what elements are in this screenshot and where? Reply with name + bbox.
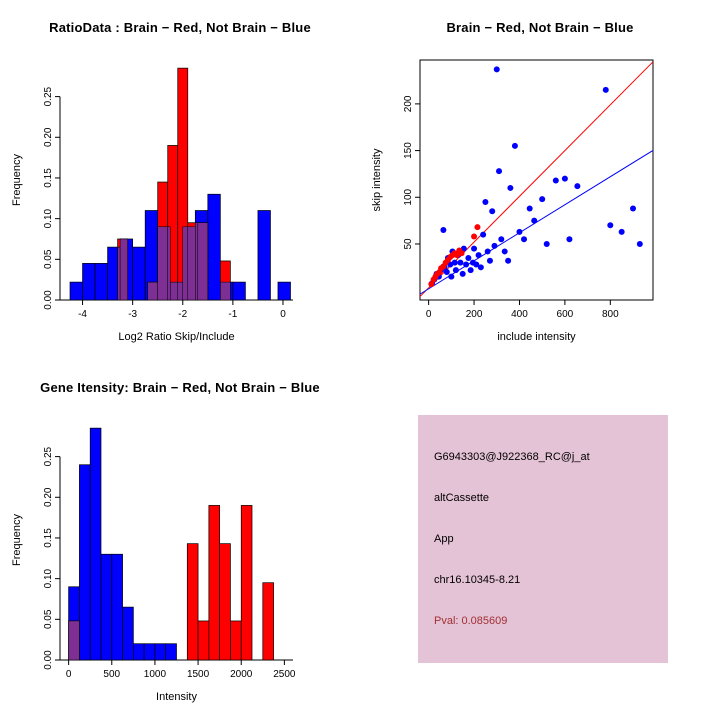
svg-text:500: 500 [103, 669, 120, 680]
svg-text:Log2 Ratio Skip/Include: Log2 Ratio Skip/Include [118, 331, 234, 343]
svg-text:0.00: 0.00 [43, 650, 54, 670]
svg-text:-2: -2 [178, 309, 187, 320]
svg-text:0.05: 0.05 [43, 249, 54, 269]
svg-text:600: 600 [557, 309, 574, 320]
chart-title-ratio: RatioData : Brain − Red, Not Brain − Blu… [49, 20, 311, 35]
info-panel: G6943303@J922368_RC@j_at altCassette App… [418, 415, 668, 663]
info-line-gene: App [434, 533, 454, 545]
panel-info: G6943303@J922368_RC@j_at altCassette App… [360, 360, 720, 720]
svg-text:0.10: 0.10 [43, 208, 54, 228]
svg-text:-1: -1 [228, 309, 237, 320]
svg-text:0.20: 0.20 [43, 127, 54, 147]
svg-text:200: 200 [403, 95, 414, 112]
chart-title-scatter: Brain − Red, Not Brain − Blue [446, 20, 634, 35]
info-line-probe-id: G6943303@J922368_RC@j_at [434, 451, 590, 463]
panel-gene-intensity-histogram: Gene Itensity: Brain − Red, Not Brain − … [0, 360, 360, 720]
chart-title-gene-intensity: Gene Itensity: Brain − Red, Not Brain − … [40, 380, 320, 395]
svg-text:0.00: 0.00 [43, 290, 54, 310]
svg-text:2500: 2500 [273, 669, 296, 680]
svg-text:0.15: 0.15 [43, 528, 54, 548]
svg-text:100: 100 [403, 188, 414, 205]
svg-text:-4: -4 [78, 309, 87, 320]
svg-text:include intensity: include intensity [497, 331, 576, 343]
svg-text:800: 800 [602, 309, 619, 320]
svg-text:1000: 1000 [144, 669, 167, 680]
svg-text:400: 400 [511, 309, 528, 320]
info-line-locus: chr16.10345-8.21 [434, 574, 521, 586]
svg-text:-3: -3 [128, 309, 137, 320]
svg-text:0.25: 0.25 [43, 446, 54, 466]
svg-text:0: 0 [280, 309, 286, 320]
svg-text:2000: 2000 [230, 669, 253, 680]
intensity-scatter-chart: 0 200 400 600 800 50 100 150 200 include intensit… [371, 59, 654, 343]
ratio-histogram-chart: -4 -3 -2 -1 0 0.00 0.05 0.10 0.15 0.20 0.25 Log2 Ra… [11, 67, 293, 343]
panel-ratio-histogram: RatioData : Brain − Red, Not Brain − Blu… [0, 0, 360, 360]
svg-text:0: 0 [66, 669, 72, 680]
svg-text:0.15: 0.15 [43, 168, 54, 188]
svg-text:Frequency: Frequency [11, 514, 23, 566]
svg-text:150: 150 [403, 142, 414, 159]
info-line-pval: Pval: 0.085609 [434, 615, 508, 627]
svg-text:0.20: 0.20 [43, 487, 54, 507]
svg-text:0: 0 [426, 309, 432, 320]
svg-text:0.10: 0.10 [43, 568, 54, 588]
svg-text:Intensity: Intensity [156, 691, 197, 703]
panel-intensity-scatter: Brain − Red, Not Brain − Blue 0 200 400 600… [360, 0, 720, 360]
svg-text:0.05: 0.05 [43, 609, 54, 629]
svg-text:skip intensity: skip intensity [371, 148, 383, 211]
svg-text:50: 50 [403, 238, 414, 250]
svg-text:1500: 1500 [187, 669, 210, 680]
svg-text:Frequency: Frequency [11, 154, 23, 206]
svg-text:200: 200 [466, 309, 483, 320]
svg-text:0.25: 0.25 [43, 86, 54, 106]
gene-intensity-histogram-chart: 0 500 1000 1500 2000 2500 0.00 0.05 0.10 0.15 0.20… [11, 427, 296, 703]
info-line-event-type: altCassette [434, 492, 490, 504]
